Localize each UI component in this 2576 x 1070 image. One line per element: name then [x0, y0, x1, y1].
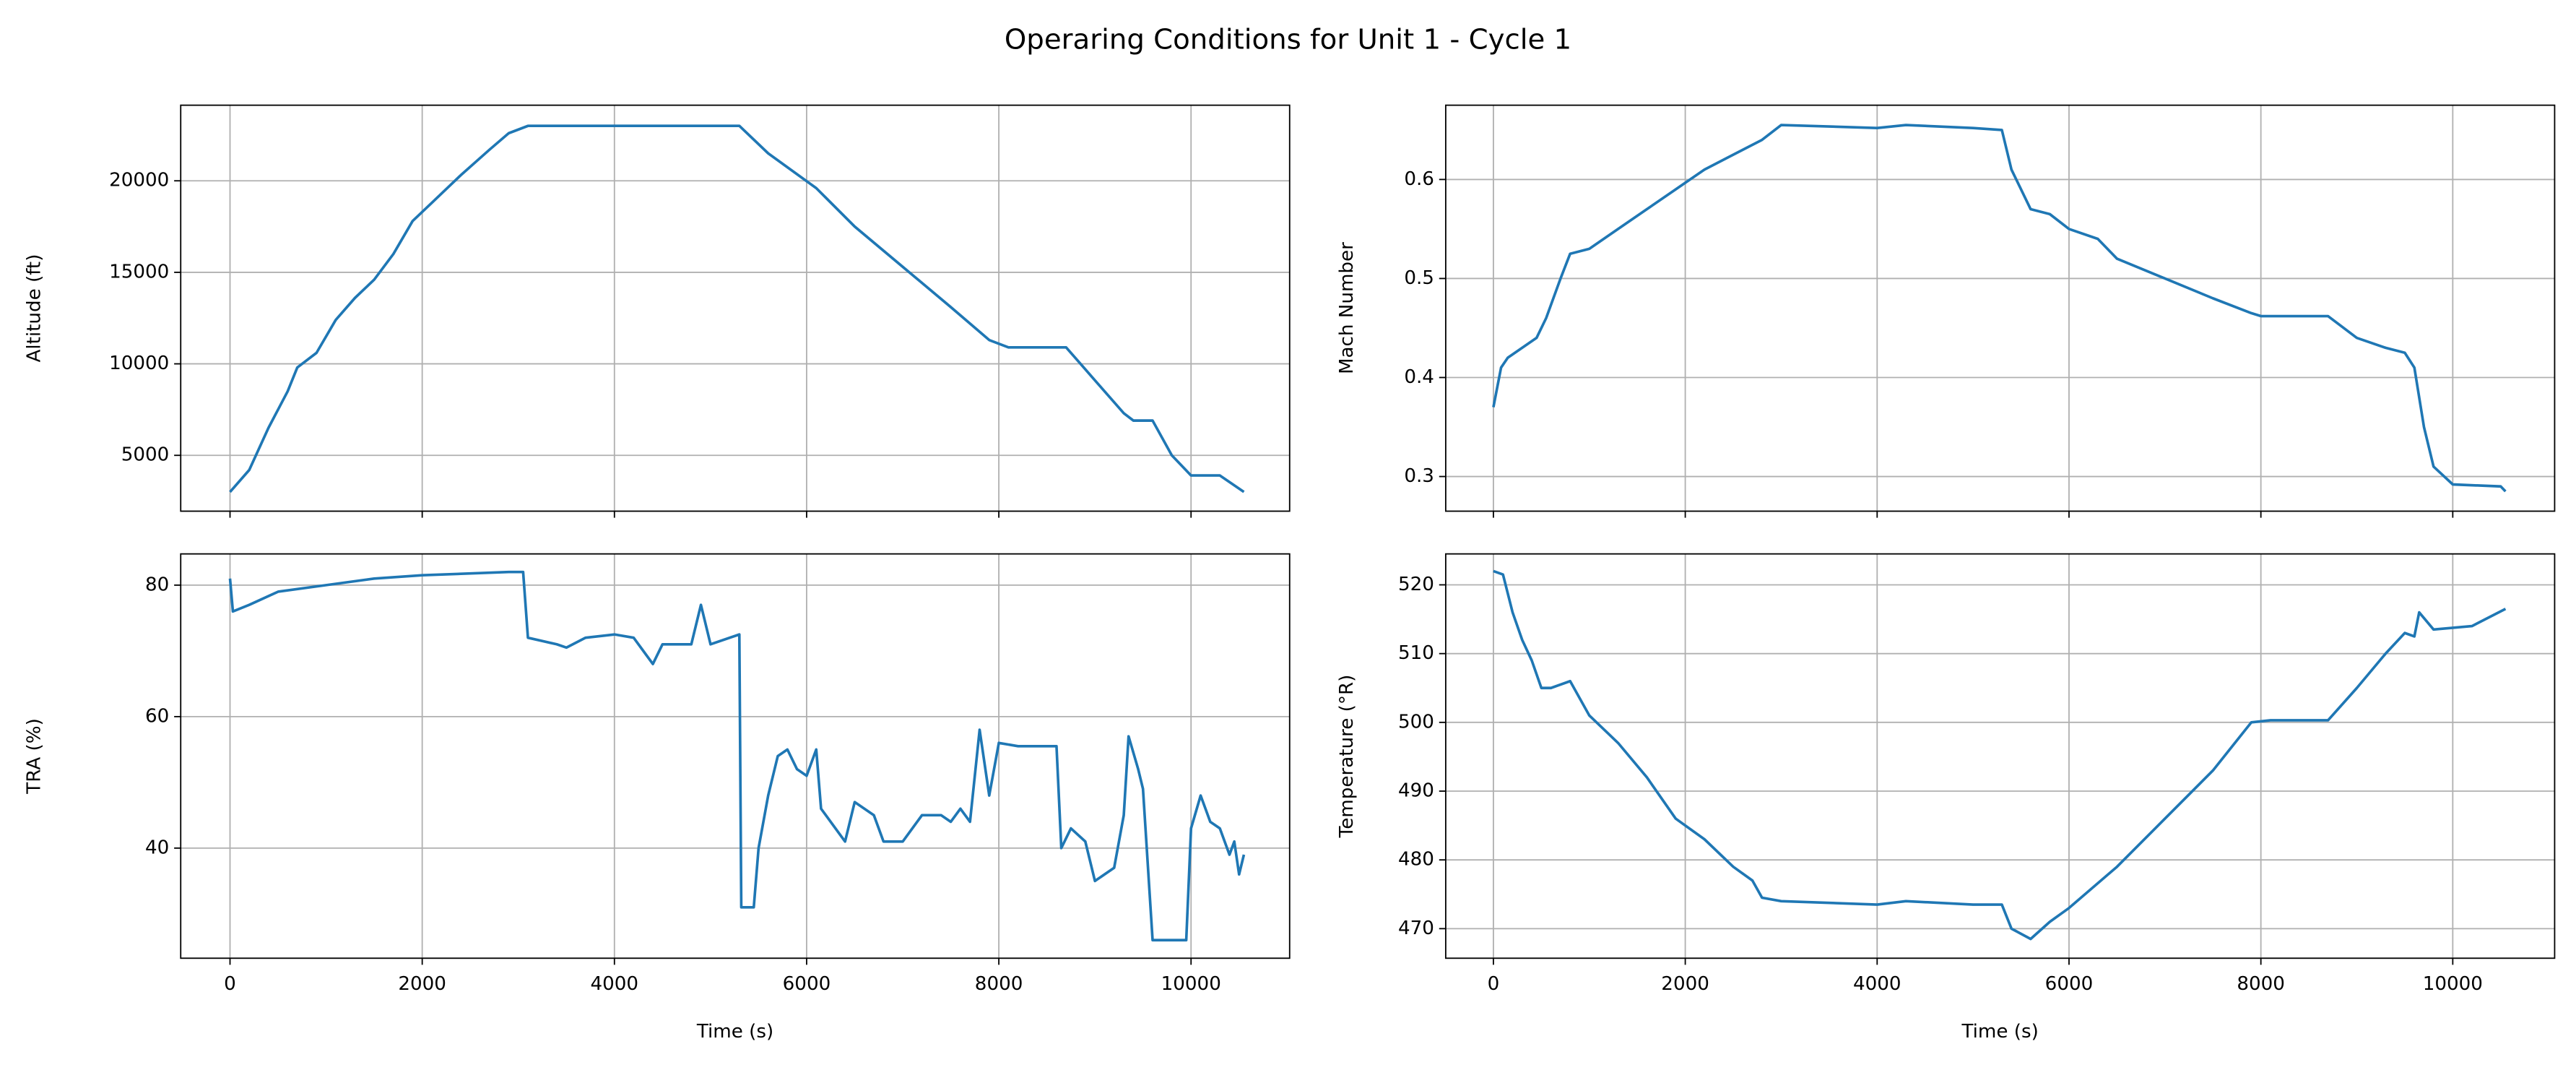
- x-tick-label: 8000: [975, 973, 1023, 995]
- y-tick-label: 80: [145, 574, 169, 595]
- data-line: [1492, 124, 2507, 493]
- x-tick-label: 4000: [591, 973, 639, 995]
- x-tick-label: 0: [1488, 973, 1500, 995]
- axes-frame: [180, 553, 1291, 959]
- y-tick-label: 0.3: [1404, 465, 1434, 487]
- y-axis-label: TRA (%): [23, 718, 45, 795]
- x-tick-label: 2000: [398, 973, 446, 995]
- x-tick-label: 6000: [2045, 973, 2094, 995]
- x-axis-label: Time (s): [1961, 1021, 2038, 1043]
- y-tick-label: 20000: [109, 170, 169, 191]
- x-tick-label: 10000: [2423, 973, 2483, 995]
- x-tick-label: 2000: [1661, 973, 1709, 995]
- y-tick-label: 490: [1398, 780, 1434, 802]
- x-axis-label: Time (s): [696, 1021, 773, 1043]
- x-tick-label: 4000: [1853, 973, 1901, 995]
- y-tick-label: 0.5: [1404, 267, 1434, 289]
- y-tick-label: 520: [1398, 574, 1434, 595]
- y-tick-label: 40: [145, 837, 169, 858]
- y-tick-label: 10000: [109, 353, 169, 374]
- x-tick-label: 10000: [1161, 973, 1221, 995]
- y-tick-label: 5000: [121, 444, 170, 466]
- axes-frame: [1444, 104, 2556, 512]
- data-line: [229, 124, 1245, 493]
- x-tick-label: 6000: [783, 973, 831, 995]
- data-line: [1493, 569, 2507, 941]
- axes-frame: [1444, 553, 2556, 959]
- data-line: [228, 570, 1246, 942]
- y-tick-label: 0.6: [1404, 168, 1434, 190]
- axes-frame: [180, 104, 1291, 512]
- y-axis-label: Altitude (ft): [23, 254, 45, 363]
- y-tick-label: 15000: [109, 261, 169, 282]
- y-tick-label: 480: [1398, 849, 1434, 871]
- x-tick-label: 8000: [2237, 973, 2285, 995]
- x-tick-label: 0: [224, 973, 236, 995]
- y-tick-label: 0.4: [1404, 366, 1434, 388]
- y-tick-label: 510: [1398, 642, 1434, 664]
- y-tick-label: 60: [145, 705, 169, 727]
- y-axis-label: Temperature (°R): [1336, 675, 1358, 839]
- y-axis-label: Mach Number: [1336, 242, 1358, 374]
- y-tick-label: 500: [1398, 711, 1434, 733]
- y-tick-label: 470: [1398, 918, 1434, 939]
- figure-title: Operaring Conditions for Unit 1 - Cycle …: [1005, 23, 1571, 56]
